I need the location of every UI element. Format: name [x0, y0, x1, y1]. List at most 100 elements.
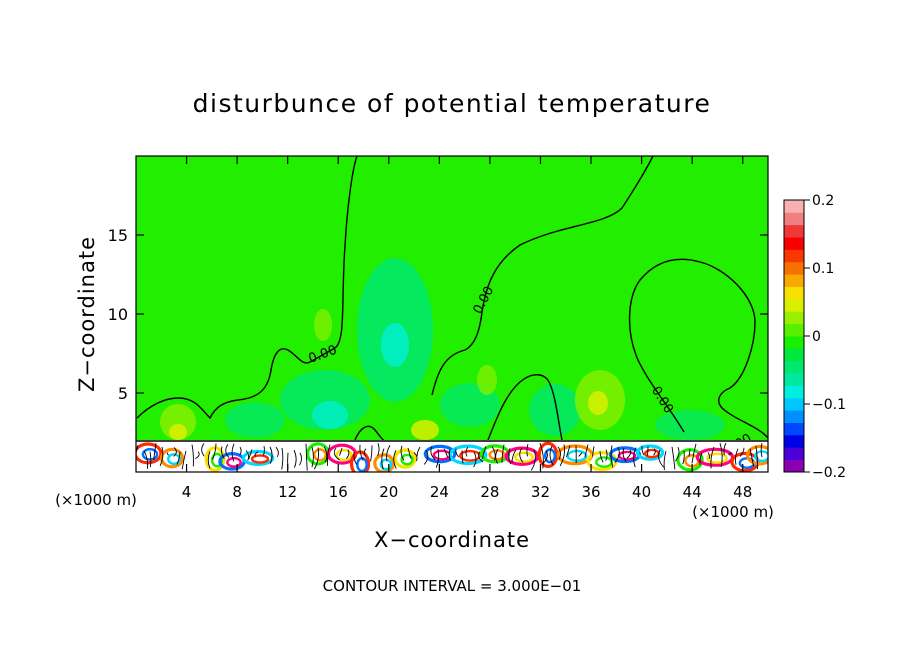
- boundary-layer-contour: [191, 444, 194, 467]
- boundary-layer-contour: [755, 445, 759, 470]
- anomaly-region: [655, 410, 725, 440]
- boundary-layer-contour: [675, 446, 680, 462]
- boundary-layer-contour: [749, 448, 755, 467]
- boundary-layer-contour: [225, 444, 230, 458]
- boundary-layer-contour: [519, 447, 524, 463]
- colorbar-swatch: [784, 385, 804, 399]
- boundary-layer-eddy: [753, 450, 768, 463]
- boundary-layer-contour: [641, 445, 645, 456]
- boundary-layer-contour: [760, 443, 763, 458]
- y-axis-label: Z−coordinate: [75, 236, 99, 392]
- boundary-layer-contour: [658, 449, 665, 468]
- colorbar-swatch: [784, 348, 804, 362]
- x-unit-label-left: (×1000 m): [55, 491, 137, 509]
- boundary-layer-eddy: [448, 444, 488, 466]
- boundary-layer-contour: [511, 449, 517, 463]
- colorbar-tick-label: 0.2: [812, 193, 834, 209]
- boundary-layer-contour: [423, 449, 429, 465]
- boundary-layer-contour: [691, 443, 697, 464]
- boundary-layer-contour: [353, 452, 357, 465]
- boundary-layer-contour: [293, 449, 297, 468]
- x-unit-label-right: (×1000 m): [692, 503, 774, 521]
- boundary-layer-band: [136, 440, 768, 472]
- boundary-layer-contour: [566, 445, 571, 458]
- boundary-layer-contour: [299, 452, 302, 466]
- colorbar-swatch: [784, 360, 804, 374]
- boundary-layer-contour: [281, 447, 284, 470]
- x-tick-label: 36: [581, 483, 600, 501]
- boundary-layer-contour: [465, 446, 469, 457]
- colorbar-swatch: [784, 311, 804, 325]
- boundary-layer-contour: [181, 450, 187, 470]
- colorbar-swatch: [784, 459, 804, 473]
- contour-line: [136, 156, 358, 420]
- boundary-layer-contour: [416, 446, 421, 457]
- anomaly-region: [225, 402, 285, 438]
- boundary-layer-eddy: [566, 449, 588, 462]
- contour-line: [431, 156, 654, 396]
- x-tick-label: 32: [531, 483, 550, 501]
- boundary-layer-contour: [481, 446, 487, 460]
- boundary-layer-contour: [377, 443, 380, 457]
- colorbar-swatch: [784, 397, 804, 411]
- anomaly-region: [477, 365, 497, 395]
- boundary-layer-contour: [381, 448, 385, 470]
- x-tick-label: 16: [329, 483, 348, 501]
- contour-interval-note: CONTOUR INTERVAL = 3.000E−01: [323, 577, 582, 595]
- boundary-layer-contour: [699, 452, 703, 466]
- boundary-layer-contour: [707, 452, 710, 460]
- boundary-layer-contour: [584, 444, 589, 458]
- boundary-layer-contour: [326, 444, 331, 466]
- boundary-layer-eddy: [226, 456, 242, 468]
- boundary-layer-contour: [478, 451, 484, 463]
- chart-title: disturbunce of potential temperature: [193, 89, 712, 118]
- colorbar-swatch: [784, 336, 804, 349]
- boundary-layer-contour: [248, 449, 253, 460]
- boundary-layer-contour: [501, 444, 505, 463]
- boundary-layer-contour: [592, 446, 595, 457]
- boundary-layer-eddy: [400, 453, 414, 466]
- boundary-layer-contour: [734, 448, 739, 465]
- boundary-layer-eddy: [204, 446, 226, 472]
- boundary-layer-contour: [599, 451, 604, 463]
- x-tick-label: 40: [632, 483, 651, 501]
- boundary-layer-contour: [263, 445, 265, 456]
- boundary-layer-contour: [339, 448, 343, 456]
- boundary-layer-contour: [201, 443, 205, 457]
- x-tick-label: 8: [232, 483, 242, 501]
- boundary-layer-contour: [195, 451, 200, 460]
- boundary-layer-contour: [239, 446, 242, 456]
- boundary-layer-eddy: [335, 449, 353, 462]
- anomaly-region: [381, 323, 409, 367]
- colorbar-swatch: [784, 286, 804, 300]
- boundary-layer-contour: [136, 445, 139, 467]
- boundary-layer-eddy: [373, 453, 395, 472]
- boundary-layer-contour: [688, 449, 691, 457]
- boundary-layer-contour: [622, 447, 627, 462]
- boundary-layer-contour: [173, 447, 177, 457]
- x-axis: 4 8 12 16 20 24 28 32 36 40 44 48: [182, 156, 752, 501]
- boundary-layer-contour: [578, 452, 583, 457]
- colorbar-swatch: [784, 323, 804, 337]
- colorbar-tick-label: −0.2: [812, 465, 846, 481]
- boundary-layer-contour: [605, 449, 608, 461]
- boundary-layer-contour: [539, 442, 544, 469]
- boundary-layer-contour: [443, 448, 449, 458]
- boundary-layer-eddy: [210, 452, 224, 468]
- boundary-layer-contour: [254, 451, 259, 457]
- x-tick-label: 28: [480, 483, 499, 501]
- boundary-layer-contour: [207, 451, 211, 469]
- boundary-layer-contour: [305, 443, 308, 471]
- boundary-layer-contour: [728, 452, 733, 456]
- boundary-layer-contour: [455, 448, 459, 458]
- anomaly-region: [169, 424, 187, 440]
- boundary-layer-contour: [647, 446, 649, 456]
- boundary-layer-eddy: [159, 447, 185, 469]
- anomaly-region: [160, 404, 196, 440]
- colorbar-swatch: [784, 212, 804, 226]
- boundary-layer-contour: [220, 446, 225, 459]
- colorbar-swatch: [784, 422, 804, 436]
- boundary-layer-contour: [323, 446, 328, 463]
- boundary-layer-contour: [610, 445, 614, 468]
- boundary-layer-contour: [359, 444, 364, 461]
